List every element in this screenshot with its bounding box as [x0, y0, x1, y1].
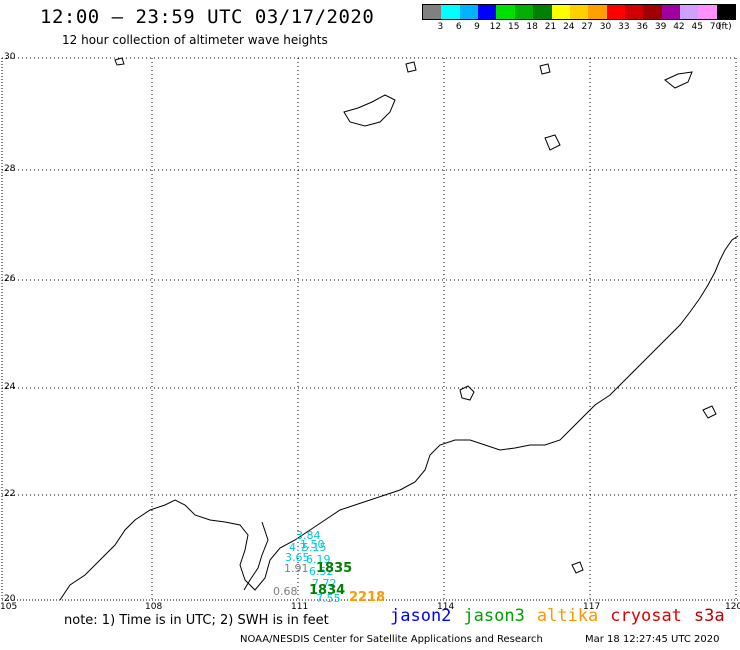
- legend-label: 21: [544, 22, 557, 32]
- satellite-jason2: jason2: [390, 606, 452, 626]
- legend-swatch: [588, 5, 607, 19]
- legend-label: 70: [709, 22, 722, 32]
- legend-label: 3: [437, 22, 444, 32]
- legend-label: 27: [581, 22, 593, 32]
- island: [544, 134, 561, 151]
- wave-reading: 7.72: [312, 577, 337, 590]
- coastline: [59, 235, 739, 601]
- island: [114, 57, 125, 66]
- map-area: [1, 57, 739, 601]
- legend-swatch: [441, 5, 460, 19]
- wave-reading: 4.7: [289, 541, 307, 554]
- legend-swatch: [569, 5, 589, 19]
- legend-label: 18: [526, 22, 538, 32]
- wave-reading: 1835: [316, 561, 353, 576]
- wave-reading: 3.65: [285, 551, 310, 564]
- island: [459, 385, 475, 401]
- lat-label: 20: [4, 594, 16, 604]
- lon-label: 114: [437, 602, 455, 612]
- legend-swatch: [680, 5, 699, 19]
- wave-reading: 5.15: [302, 541, 327, 554]
- legend-swatch: [459, 5, 479, 19]
- island: [571, 561, 584, 574]
- satellite-legend: jason2 jason3 altika cryosat s3a: [390, 606, 737, 626]
- wave-reading: 3.84: [296, 529, 321, 542]
- satellite-altika: altika: [536, 606, 599, 626]
- legend-swatch: [624, 5, 644, 19]
- legend-label: 45: [691, 22, 704, 32]
- legend-swatch: [496, 5, 515, 19]
- legend-swatch: [698, 5, 717, 19]
- island: [405, 61, 417, 73]
- satellite-s3a: s3a: [693, 606, 725, 626]
- legend-label: (ft): [718, 22, 732, 32]
- wave-reading: 1.91: [284, 562, 309, 575]
- lat-label: 24: [4, 382, 16, 392]
- island: [664, 71, 693, 89]
- wave-reading: 2218: [349, 590, 386, 605]
- legend-swatch: [533, 5, 552, 19]
- lon-label: 108: [145, 602, 163, 612]
- note-text: note: 1) Time is in UTC; 2) SWH is in fe…: [64, 613, 329, 628]
- legend-label: 30: [599, 22, 612, 32]
- lat-label: 26: [4, 274, 16, 284]
- legend-label: 33: [618, 22, 630, 32]
- legend-swatch: [551, 5, 570, 19]
- wave-reading: 6.52: [309, 565, 334, 578]
- legend-label: 39: [654, 22, 667, 32]
- wave-reading: 1.50: [300, 538, 325, 551]
- legend-swatch: [716, 5, 736, 19]
- legend-swatch: [606, 5, 625, 19]
- wave-reading: 0.68: [273, 585, 298, 598]
- legend-swatch: [643, 5, 662, 19]
- lat-label: 22: [4, 489, 16, 499]
- satellite-cryosat: cryosat: [610, 606, 682, 626]
- wave-reading: 7.55: [316, 592, 341, 605]
- legend-label: 6: [455, 22, 462, 32]
- lon-label: 120: [725, 602, 740, 612]
- leizhou-peninsula: [243, 521, 269, 591]
- wave-reading: 6.19: [306, 553, 331, 566]
- legend-label: 9: [474, 22, 480, 32]
- wave-reading: 1834: [309, 583, 346, 598]
- legend-label: 15: [508, 22, 520, 32]
- legend-labels: 3 6 9 12 15 18 21 24 27 30 33 36 39 42 45 70 (ft): [422, 22, 736, 36]
- legend-color-bar: [422, 4, 736, 20]
- legend-swatch: [478, 5, 497, 19]
- legend-swatch: [514, 5, 534, 19]
- island: [539, 63, 551, 75]
- lon-label: 105: [0, 602, 18, 612]
- legend-label: 36: [636, 22, 648, 32]
- satellite-jason3: jason3: [463, 606, 525, 626]
- legend-label: 42: [673, 22, 685, 32]
- legend-label: 24: [563, 22, 575, 32]
- legend-label: 12: [489, 22, 502, 32]
- footer-timestamp: Mar 18 12:27:45 UTC 2020: [585, 634, 720, 645]
- lon-label: 117: [583, 602, 601, 612]
- color-legend: 3 6 9 12 15 18 21 24 27 30 33 36 39 42 45 70 (ft): [422, 4, 736, 36]
- island: [702, 405, 717, 419]
- island: [343, 94, 396, 127]
- lon-label: 111: [291, 602, 309, 612]
- map-subtitle: 12 hour collection of altimeter wave hei…: [62, 33, 328, 47]
- legend-swatch: [423, 5, 442, 19]
- map-title: 12:00 – 23:59 UTC 03/17/2020: [40, 6, 375, 28]
- lat-label: 30: [4, 52, 16, 62]
- lat-label: 28: [4, 164, 16, 174]
- footer-credit: NOAA/NESDIS Center for Satellite Applica…: [240, 634, 543, 645]
- legend-swatch: [661, 5, 681, 19]
